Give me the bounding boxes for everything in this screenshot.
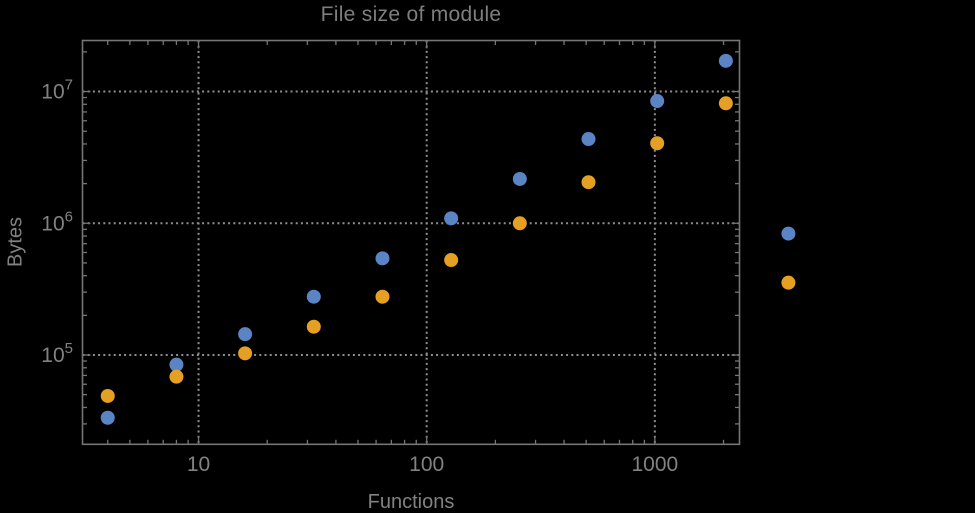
gridlines [82,40,740,445]
plot-frame [81,39,741,446]
data-point-orange [718,96,733,111]
series-orange-points [100,96,796,403]
data-point-blue [169,357,184,372]
chart-title: File size of module [320,3,502,26]
x-tick-label: 10 [187,453,210,476]
data-point-orange [238,346,253,361]
data-point-orange [581,175,596,190]
x-tick-label: 100 [409,453,444,476]
data-point-blue [650,94,665,109]
series-blue-points [100,53,796,425]
y-tick-label: 107 [41,77,73,104]
data-point-blue [375,251,390,266]
x-tick-labels: 10 100 1000 [187,453,678,476]
data-point-orange [375,289,390,304]
y-tick-label: 106 [41,208,73,235]
data-point-orange [100,388,115,403]
x-axis-label: Functions [367,491,455,513]
data-point-orange [306,319,321,334]
data-point-blue [238,327,253,342]
data-point-blue [444,211,459,226]
data-point-blue [306,289,321,304]
ticks [82,40,740,445]
data-point-blue [512,171,527,186]
y-tick-labels: 105 106 107 [41,77,73,367]
data-point-blue [718,53,733,68]
data-point-orange [781,275,796,290]
data-point-blue [100,410,115,425]
y-tick-label: 105 [41,340,73,367]
data-point-orange [444,253,459,268]
data-point-orange [169,369,184,384]
data-point-orange [650,136,665,151]
x-tick-label: 1000 [631,453,678,476]
data-point-orange [512,216,527,231]
data-point-blue [781,226,796,241]
data-point-blue [581,132,596,147]
